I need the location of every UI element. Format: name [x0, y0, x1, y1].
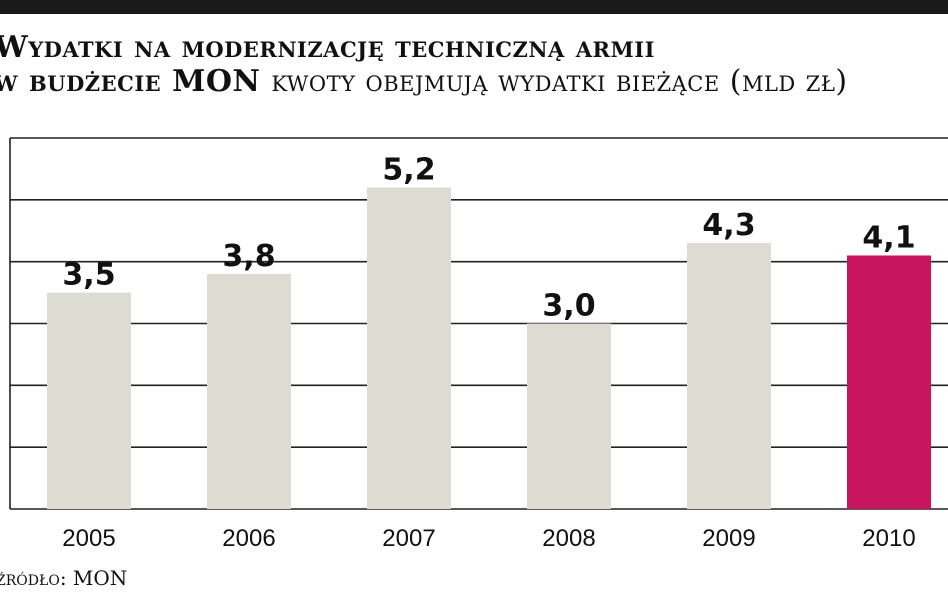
gridlines: [9, 137, 948, 510]
bar-2010: [847, 255, 931, 509]
subtitle-mon: MON: [172, 64, 261, 99]
top-bar: [0, 0, 948, 14]
chart-title: Wydatki na modernizację techniczną armii: [0, 30, 655, 65]
value-label-2005: 3,5: [62, 258, 115, 293]
bar-2008: [527, 323, 611, 509]
value-label-2006: 3,8: [222, 239, 275, 274]
source-note: źródło: MON: [0, 566, 128, 590]
value-label-2007: 5,2: [382, 152, 435, 187]
bar-2005: [47, 292, 131, 509]
x-tick-2007: 2007: [382, 525, 435, 552]
x-tick-2005: 2005: [62, 525, 115, 552]
bar-2006: [207, 274, 291, 509]
x-tick-2008: 2008: [542, 525, 595, 552]
subtitle-note: kwoty obejmują wydatki bieżące (mld zł): [271, 64, 848, 99]
value-label-2009: 4,3: [702, 208, 755, 243]
x-tick-2009: 2009: [702, 525, 755, 552]
bar-2007: [367, 187, 451, 509]
x-tick-2010: 2010: [862, 525, 915, 552]
chart-subtitle: w budżecie MON kwoty obejmują wydatki bi…: [0, 64, 848, 99]
bars: [47, 187, 931, 509]
bar-2009: [687, 243, 771, 509]
x-tick-labels: 2005 2006 2007 2008 2009 2010: [62, 525, 915, 552]
subtitle-bold: w budżecie: [0, 64, 162, 99]
value-labels: 3,5 3,8 5,2 3,0 4,3 4,1: [62, 152, 915, 323]
value-label-2010: 4,1: [862, 220, 915, 255]
value-label-2008: 3,0: [542, 289, 595, 324]
x-tick-2006: 2006: [222, 525, 275, 552]
